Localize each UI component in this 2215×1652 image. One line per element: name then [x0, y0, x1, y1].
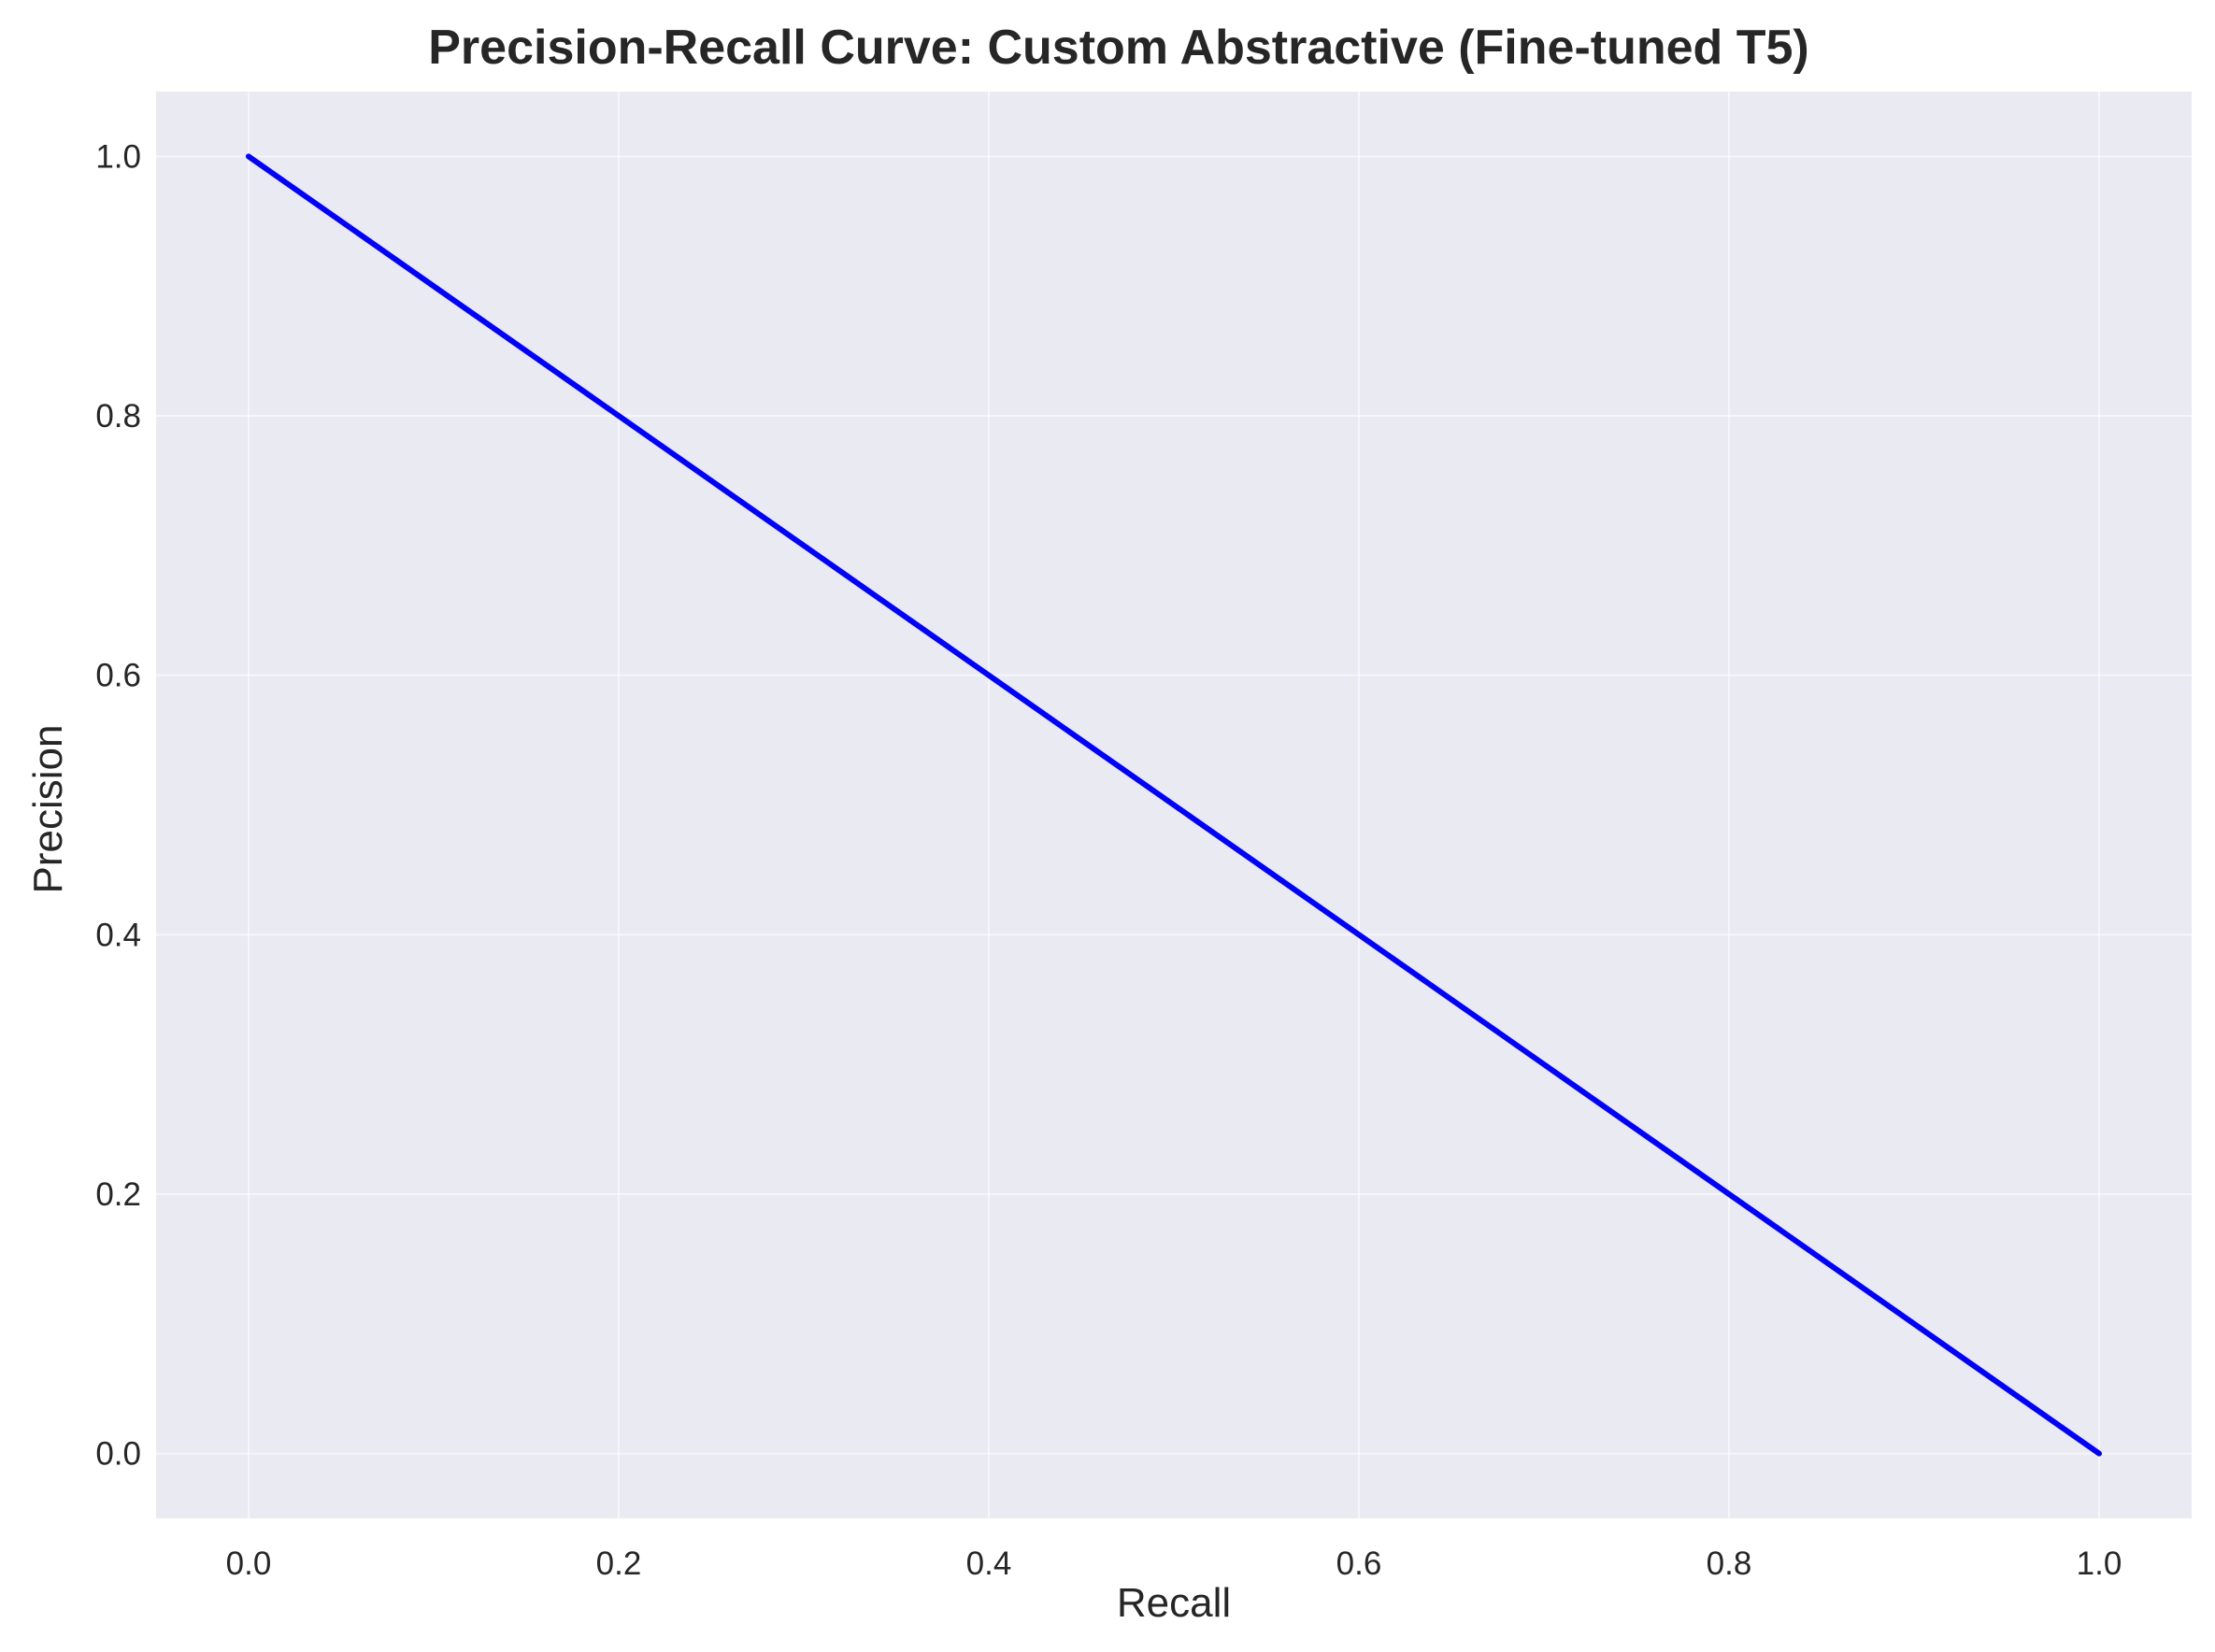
x-tick-label: 0.6	[1336, 1545, 1382, 1582]
y-tick-label: 0.2	[95, 1176, 141, 1213]
grid	[156, 92, 2192, 1518]
y-tick-label: 0.6	[95, 658, 141, 694]
precision-recall-line	[246, 153, 2102, 1457]
x-axis-label: Recall	[1117, 1580, 1231, 1626]
y-tick-label: 0.8	[95, 398, 141, 434]
x-tick-label: 0.4	[966, 1545, 1012, 1582]
tick-labels: 0.0 0.2 0.4 0.6 0.8 1.0 0.0 0.2 0.4 0.6 0.8 1.0	[95, 138, 2122, 1582]
y-axis-label: Precision	[25, 725, 71, 894]
y-tick-label: 0.0	[95, 1436, 141, 1473]
series-layer	[246, 153, 2102, 1457]
y-tick-label: 0.4	[95, 917, 141, 953]
x-tick-label: 0.0	[226, 1545, 272, 1582]
chart-title: Precision-Recall Curve: Custom Abstracti…	[428, 21, 1808, 75]
x-tick-label: 1.0	[2077, 1545, 2122, 1582]
x-tick-label: 0.2	[596, 1545, 642, 1582]
x-tick-label: 0.8	[1707, 1545, 1752, 1582]
y-tick-label: 1.0	[95, 138, 141, 175]
